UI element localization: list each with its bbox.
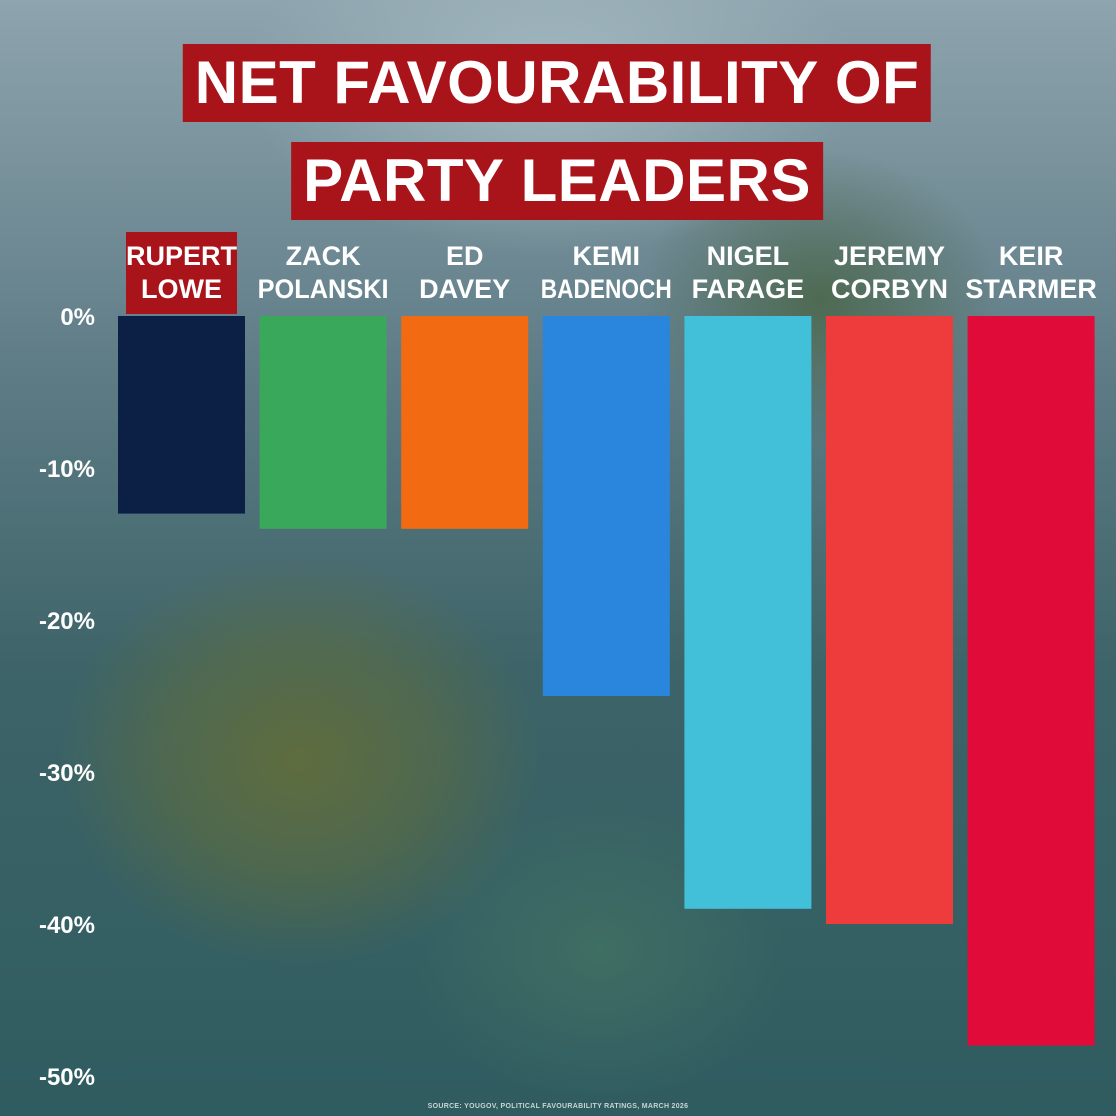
bar xyxy=(826,316,953,924)
chart-title-line-2: PARTY LEADERS xyxy=(291,142,823,220)
category-label: ED xyxy=(446,241,484,271)
bar xyxy=(684,316,812,909)
bar xyxy=(118,316,245,514)
chart-title-line-1: NET FAVOURABILITY OF xyxy=(182,44,932,122)
bar xyxy=(967,316,1095,1046)
category-label: POLANSKI xyxy=(258,274,389,304)
bar xyxy=(259,316,387,529)
category-label: RUPERT xyxy=(126,241,238,271)
y-tick-label: -50% xyxy=(39,1064,95,1091)
y-tick-label: -30% xyxy=(39,760,95,787)
category-highlight xyxy=(126,232,237,314)
category-label: BADENOCH xyxy=(541,274,672,304)
category-label: JEREMY xyxy=(834,241,945,271)
y-tick-label: -40% xyxy=(39,912,95,939)
category-label: KEIR xyxy=(999,241,1064,271)
bar xyxy=(401,316,529,529)
category-label: DAVEY xyxy=(419,274,510,304)
source-note: SOURCE: YOUGOV, POLITICAL FAVOURABILITY … xyxy=(427,1103,689,1110)
category-label: LOWE xyxy=(141,274,222,304)
category-label: KEMI xyxy=(573,241,641,271)
y-tick-label: -10% xyxy=(39,456,95,483)
category-label: FARAGE xyxy=(692,274,805,304)
y-tick-label: 0% xyxy=(60,304,95,331)
category-label: CORBYN xyxy=(831,274,948,304)
bar xyxy=(542,316,670,696)
category-label: ZACK xyxy=(286,241,361,271)
y-tick-label: -20% xyxy=(39,608,95,635)
category-label: STARMER xyxy=(965,274,1097,304)
category-label: NIGEL xyxy=(707,241,790,271)
